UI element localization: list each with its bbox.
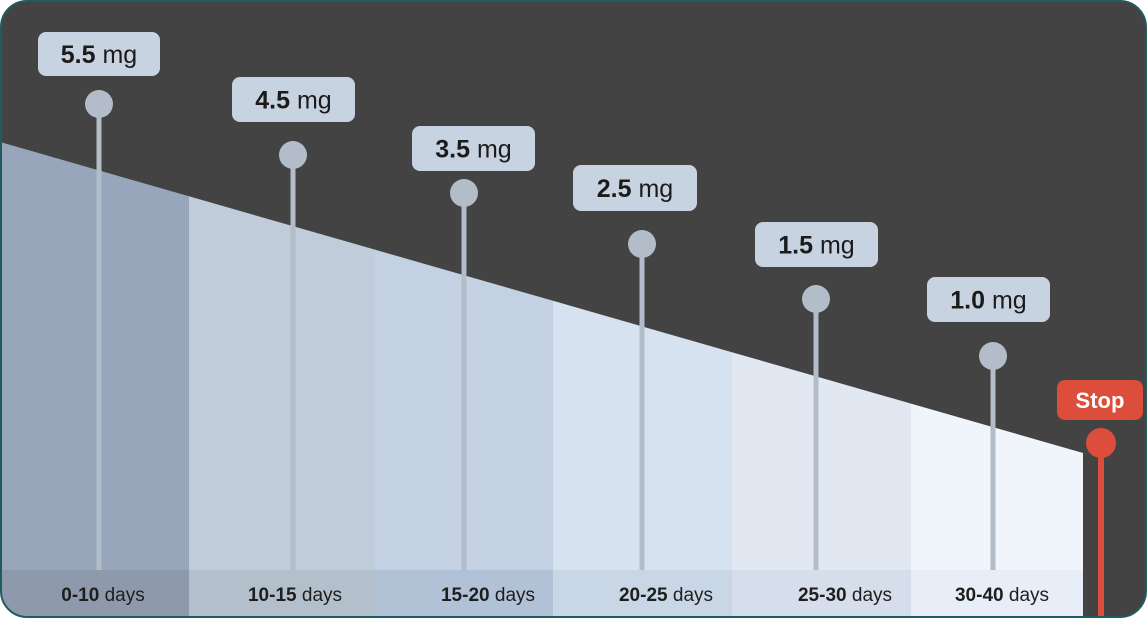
duration-label: 25-30 days [798,585,892,606]
pin-head [85,90,113,118]
pin-stem [639,244,645,570]
dose-band [1,142,189,570]
dose-label: 1.5 mg [778,232,854,260]
pin-head [450,179,478,207]
pin-stem [990,356,996,570]
duration-cell [553,570,732,617]
duration-cell [189,570,375,617]
pin-stem [813,299,819,570]
pin-head [979,342,1007,370]
pin-head [628,230,656,258]
dose-label: 3.5 mg [435,136,511,164]
dose-band [189,196,375,570]
duration-label: 15-20 days [441,585,535,606]
duration-cell [911,570,1083,617]
duration-cell [375,570,553,617]
dose-band [732,352,911,570]
dose-label: 1.0 mg [950,287,1026,315]
pin-stem [290,155,296,570]
pin-head [802,285,830,313]
dose-bubble [232,77,355,122]
dose-bubble [573,165,697,211]
stop-pin-head [1086,428,1116,458]
duration-label: 30-40 days [955,585,1049,606]
dose-bubble [927,277,1050,322]
stop-label: Stop [1076,388,1125,413]
dose-band [911,403,1083,570]
dose-bubble [412,126,535,171]
stop-bubble [1057,380,1143,420]
pin-head [279,141,307,169]
pin-stem [461,193,467,570]
duration-label: 20-25 days [619,585,713,606]
stop-stem [1098,440,1104,617]
dose-bubble [755,222,878,267]
dose-label: 4.5 mg [255,87,331,115]
duration-cell [1,570,189,617]
pin-stem [96,104,102,570]
dose-label: 5.5 mg [61,41,137,69]
duration-cell [732,570,911,617]
duration-label: 10-15 days [248,585,342,606]
dose-label: 2.5 mg [597,175,673,203]
dose-bubble [38,32,160,76]
duration-label: 0-10 days [61,585,144,606]
